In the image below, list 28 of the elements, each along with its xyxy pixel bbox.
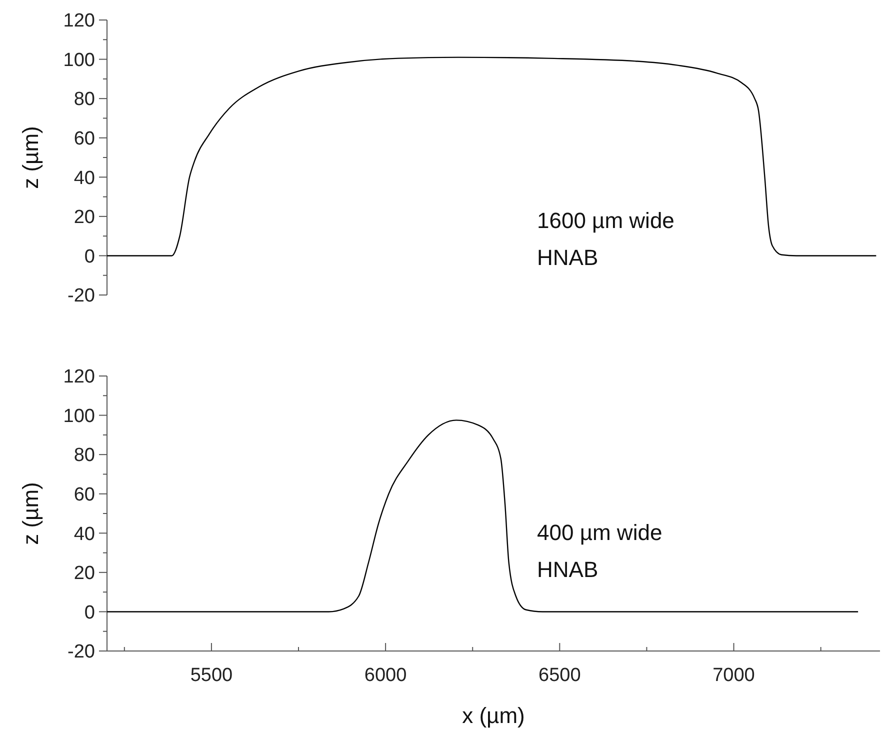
y-tick-label: 80: [74, 445, 95, 466]
y-tick-label: 120: [63, 366, 95, 388]
y-tick-label: 40: [74, 524, 95, 545]
y-tick-label: 100: [63, 406, 95, 427]
x-tick-label: 7000: [712, 665, 755, 686]
y-axis-title: z (µm): [18, 126, 43, 189]
x-tick-label: 6000: [364, 665, 407, 686]
y-tick-label: 20: [74, 563, 95, 584]
annotation: HNAB: [537, 245, 598, 270]
x-tick-label: 5500: [190, 665, 233, 686]
y-tick-label: 80: [74, 89, 95, 110]
y-tick-label: 100: [63, 50, 95, 71]
y-tick-label: 0: [84, 246, 95, 268]
y-tick-label: -20: [68, 286, 95, 307]
y-tick-label: 0: [84, 602, 95, 624]
y-tick-label: 60: [74, 128, 95, 150]
y-tick-label: 20: [74, 207, 95, 228]
y-tick-label: 60: [74, 484, 95, 506]
y-axis-title: z (µm): [18, 482, 43, 545]
line-series: [106, 420, 859, 612]
annotation: 400 µm wide: [537, 520, 662, 545]
x-tick-label: 6500: [538, 665, 581, 686]
annotation: 1600 µm wide: [537, 208, 674, 233]
y-tick-label: 40: [74, 168, 95, 189]
x-axis-title: x (µm): [462, 703, 525, 728]
y-tick-label: -20: [68, 642, 95, 663]
y-tick-label: 120: [63, 10, 95, 32]
annotation: HNAB: [537, 557, 598, 582]
